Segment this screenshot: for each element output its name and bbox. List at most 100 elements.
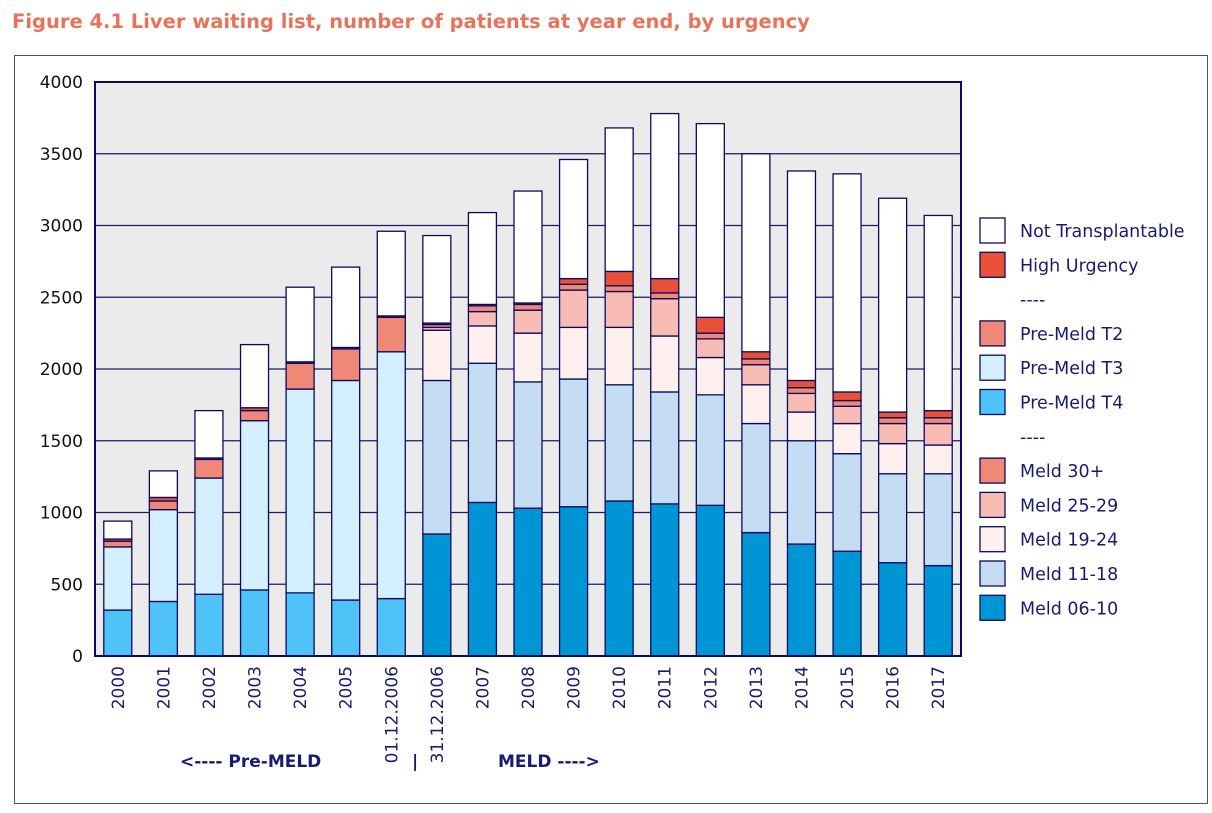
bar-segment	[467, 362, 498, 504]
legend-swatch	[979, 354, 1006, 381]
x-tick-label: 2009	[565, 666, 585, 709]
bar-segment	[331, 379, 361, 601]
bar-segment	[786, 392, 817, 413]
legend-label: Meld 30+	[1020, 462, 1104, 482]
era-annotations: <---- Pre-MELD | MELD ---->	[180, 752, 600, 772]
bar-segment	[832, 550, 862, 657]
bar-segment	[467, 305, 498, 313]
bar-segment	[832, 405, 862, 425]
bar-segment	[877, 473, 908, 564]
legend-label: Pre-Meld T3	[1020, 359, 1123, 379]
x-tick-label: 31.12.2006	[428, 666, 448, 763]
bar-segment	[923, 444, 953, 475]
bar-segment	[741, 364, 771, 386]
bar-segment	[695, 356, 725, 396]
bar-segment	[604, 127, 634, 273]
bar-segment	[513, 507, 543, 657]
bar-segment	[103, 520, 133, 540]
bar-segment	[832, 399, 862, 407]
bar-segment	[558, 289, 589, 329]
bar-segment	[558, 158, 589, 280]
bar-segment	[148, 500, 179, 511]
x-tick-label: 2010	[610, 666, 630, 709]
legend-label: Meld 25-29	[1020, 496, 1118, 516]
bar-segment	[832, 453, 862, 552]
y-tick-label: 0	[72, 647, 83, 667]
x-tick-label: 2003	[246, 666, 266, 709]
bar-segment	[422, 329, 452, 382]
chart-frame	[14, 55, 1208, 804]
bar-segment	[650, 277, 680, 294]
x-tick-label: 2000	[109, 666, 129, 709]
legend-label: Not Transplantable	[1020, 222, 1185, 242]
bar-segment	[467, 501, 498, 657]
x-tick-label: 2002	[200, 666, 220, 709]
bar-segment	[604, 500, 634, 657]
bar-segment	[422, 379, 452, 535]
bar-segment	[558, 326, 589, 380]
bar-segment	[285, 286, 315, 363]
bar-segment	[422, 234, 452, 324]
bar-segment	[741, 351, 771, 360]
legend-label: Meld 11-18	[1020, 565, 1118, 585]
bar-segment	[786, 411, 817, 442]
bar-segment	[650, 503, 680, 657]
bar-segment	[604, 270, 634, 287]
plot-border	[94, 81, 962, 657]
bar-segment	[331, 599, 361, 657]
y-tick-label: 2500	[40, 288, 83, 308]
bar-segment	[194, 477, 224, 595]
bar-segment	[741, 531, 771, 657]
meld-annotation: MELD ---->	[498, 752, 600, 772]
legend-label: High Urgency	[1020, 256, 1138, 276]
bar-segment	[331, 266, 361, 349]
bar-segment	[923, 214, 953, 412]
bar-segment	[331, 348, 361, 382]
x-tick-label: 2012	[701, 666, 721, 709]
bar-segment	[786, 379, 817, 389]
bar-segment	[558, 506, 589, 657]
bar-segment	[558, 277, 589, 285]
bar-segment	[103, 546, 133, 611]
bar-segment	[786, 440, 817, 545]
bar-segment	[650, 298, 680, 337]
bar-segment	[558, 283, 589, 291]
bar-segment	[604, 326, 634, 386]
x-tick-label: 01.12.2006	[382, 666, 402, 763]
bar-segment	[695, 316, 725, 334]
bar-segment	[695, 394, 725, 506]
x-tick-label: 2004	[291, 666, 311, 709]
x-tick-label: 2011	[656, 666, 676, 709]
bar-segment	[467, 325, 498, 364]
bar-segment	[103, 540, 133, 548]
bar-segment	[239, 343, 270, 409]
bar-segment	[877, 417, 908, 425]
bar-segment	[513, 190, 543, 304]
bars	[103, 112, 953, 657]
bar-segment	[650, 391, 680, 505]
bar-segment	[786, 387, 817, 395]
figure-title: Figure 4.1 Liver waiting list, number of…	[12, 10, 810, 33]
bar-segment	[695, 338, 725, 359]
legend-swatch	[979, 491, 1006, 519]
legend-label: Meld 19-24	[1020, 531, 1118, 551]
legend-swatch	[979, 594, 1006, 621]
bar-segment	[376, 597, 406, 657]
legend: Not Transplantable High Urgency ---- Pre-Me…	[979, 217, 1185, 621]
x-tick-label: 2001	[154, 666, 174, 709]
bar-segment	[741, 153, 771, 353]
bar-segment	[376, 316, 406, 353]
bar-segment	[285, 388, 315, 594]
pre-meld-annotation: <---- Pre-MELD	[180, 752, 321, 772]
bar-segment	[923, 564, 953, 657]
bar-segment	[422, 533, 452, 657]
legend-label: Pre-Meld T4	[1020, 394, 1123, 414]
bar-segment	[239, 409, 270, 422]
bar-segment	[695, 504, 725, 657]
legend-swatch	[979, 560, 1006, 587]
bar-segment	[194, 593, 224, 657]
bar-segment	[923, 417, 953, 425]
bar-segment	[376, 351, 406, 600]
bar-segment	[239, 589, 270, 657]
